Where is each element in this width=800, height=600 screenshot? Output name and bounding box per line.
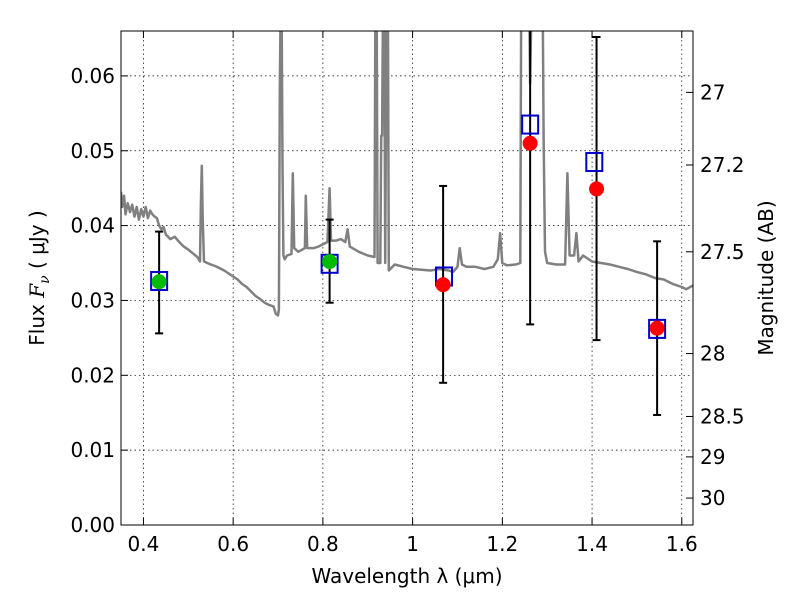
y-axis-label: Flux Fν ( μJy ) — [25, 210, 53, 345]
x-tick-label: 1.6 — [666, 532, 698, 556]
y-tick-label: 0.00 — [70, 513, 115, 537]
y2-tick-label: 27.5 — [700, 240, 745, 264]
y-tick-label: 0.01 — [70, 438, 115, 462]
y2-tick-label: 27 — [700, 80, 725, 104]
y-axis-label-sub: ν — [37, 275, 53, 284]
marker-square-template-4 — [585, 151, 604, 172]
y2-tick-label: 29 — [700, 445, 725, 469]
x-tick-label: 0.4 — [128, 532, 160, 556]
x-axis-label: Wavelength λ (μm) — [311, 564, 502, 588]
marker-circle-detection-1 — [322, 254, 338, 270]
plot-frame — [120, 30, 694, 526]
y-tick-label: 0.03 — [70, 288, 115, 312]
y2-tick-label: 27.2 — [700, 153, 745, 177]
y-tick-label: 0.02 — [70, 363, 115, 387]
y2-axis-label: Magnitude (AB) — [754, 200, 778, 355]
axis-ticks — [121, 31, 693, 526]
tick-labels: 0.4 0.6 0.8 1 1.2 1.4 1.6 0.00 0.01 0.02 0.03 0.04 0… — [70, 64, 744, 556]
y-axis-label-suffix: ( μJy ) — [25, 210, 49, 275]
marker-square-template-0 — [150, 270, 169, 291]
x-tick-label: 1 — [406, 532, 419, 556]
x-tick-label: 0.8 — [307, 532, 339, 556]
x-tick-label: 0.6 — [217, 532, 249, 556]
y-tick-label: 0.05 — [70, 139, 115, 163]
x-tick-label: 1.2 — [486, 532, 518, 556]
marker-circle-detection-0 — [151, 274, 167, 290]
x-tick-label: 1.4 — [576, 532, 608, 556]
y-tick-label: 0.04 — [70, 214, 115, 238]
y2-tick-label: 28 — [700, 342, 725, 366]
y-axis-label-prefix: Flux — [25, 298, 49, 346]
y-tick-label: 0.06 — [70, 64, 115, 88]
marker-circle-photometry-2 — [589, 181, 605, 197]
marker-circle-photometry-0 — [435, 277, 451, 293]
marker-square-template-3 — [521, 114, 540, 135]
y2-tick-label: 28.5 — [700, 404, 745, 428]
marker-circle-photometry-1 — [522, 135, 538, 151]
y2-tick-label: 30 — [700, 486, 725, 510]
plot-area — [121, 31, 693, 416]
marker-square-template-5 — [648, 318, 667, 339]
y-axis-label-symbol: F — [25, 283, 49, 299]
template-spectrum-line — [121, 31, 693, 317]
marker-circle-photometry-3 — [649, 320, 665, 336]
